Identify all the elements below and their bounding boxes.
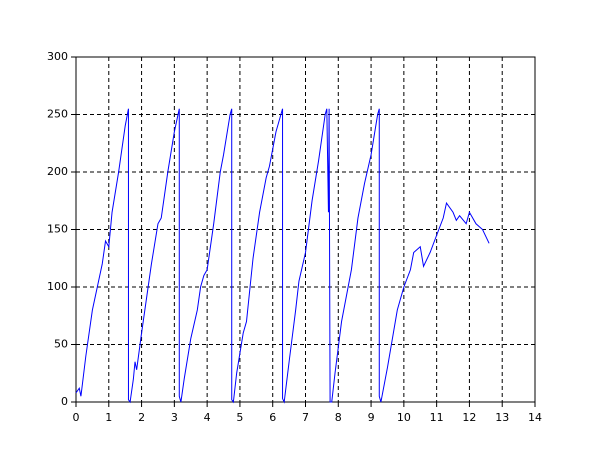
x-tick-label: 11 <box>430 411 444 424</box>
x-tick-label: 10 <box>397 411 411 424</box>
y-tick-label: 300 <box>47 50 68 63</box>
x-tick-label: 4 <box>204 411 211 424</box>
x-tick-label: 2 <box>138 411 145 424</box>
x-tick-label: 14 <box>528 411 542 424</box>
x-tick-label: 5 <box>236 411 243 424</box>
x-tick-label: 8 <box>335 411 342 424</box>
y-tick-label: 100 <box>47 280 68 293</box>
y-tick-label: 0 <box>61 395 68 408</box>
y-tick-label: 50 <box>54 338 68 351</box>
x-tick-label: 1 <box>105 411 112 424</box>
x-tick-label: 12 <box>462 411 476 424</box>
y-tick-label: 200 <box>47 165 68 178</box>
x-tick-label: 0 <box>73 411 80 424</box>
data-line <box>75 108 490 404</box>
x-tick-label: 9 <box>368 411 375 424</box>
x-tick-label: 7 <box>302 411 309 424</box>
x-tick-label: 13 <box>495 411 509 424</box>
x-tick-label: 6 <box>269 411 276 424</box>
x-tick-label: 3 <box>171 411 178 424</box>
y-tick-label: 250 <box>47 108 68 121</box>
y-tick-label: 150 <box>47 223 68 236</box>
